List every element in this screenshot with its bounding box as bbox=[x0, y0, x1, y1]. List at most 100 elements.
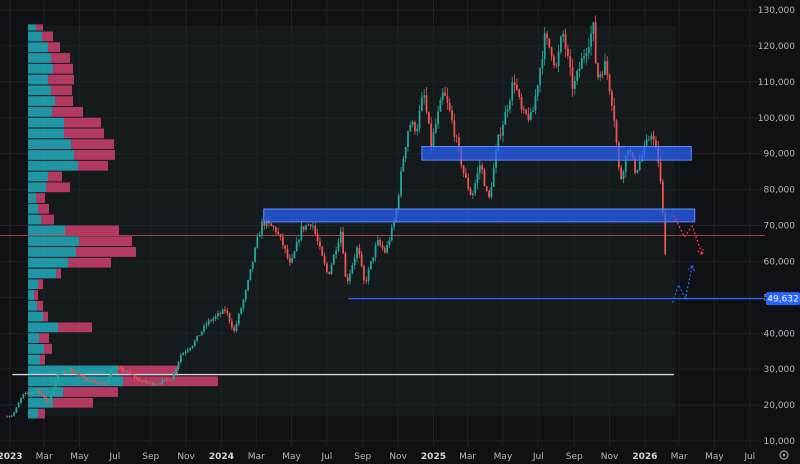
candle-body bbox=[110, 370, 113, 378]
candle-body bbox=[511, 82, 514, 101]
candle-body bbox=[247, 280, 249, 291]
candle-body bbox=[94, 382, 97, 383]
candle-body bbox=[578, 68, 581, 71]
candle-body bbox=[335, 250, 338, 255]
candle-body bbox=[235, 323, 238, 331]
candle-body bbox=[332, 254, 335, 265]
candle-body bbox=[210, 320, 212, 322]
y-tick-label: 100,000 bbox=[758, 114, 795, 124]
candle-body bbox=[330, 264, 333, 275]
candle-body bbox=[219, 313, 222, 315]
candlesticks bbox=[6, 15, 667, 418]
bullish-projection[interactable] bbox=[672, 264, 694, 303]
x-tick-label: 2024 bbox=[209, 452, 234, 462]
candle-body bbox=[370, 261, 372, 270]
candle-body bbox=[316, 233, 319, 242]
bullish-projection-arrowhead bbox=[688, 263, 695, 271]
candle-body bbox=[295, 241, 298, 252]
candle-body bbox=[490, 186, 493, 198]
candle-body bbox=[286, 248, 289, 258]
profile-bar-up bbox=[28, 63, 53, 74]
candle-body bbox=[555, 65, 558, 66]
candle-body bbox=[383, 248, 386, 253]
candle-body bbox=[242, 299, 245, 309]
candle-body bbox=[156, 383, 159, 385]
candle-body bbox=[101, 383, 104, 385]
candle-body bbox=[36, 389, 39, 391]
profile-bar-up bbox=[28, 128, 64, 139]
candle-body bbox=[451, 110, 453, 121]
resistance-zone-upper[interactable] bbox=[421, 145, 692, 161]
x-tick-label: Nov bbox=[389, 452, 407, 462]
profile-bar-down bbox=[52, 106, 83, 117]
candle-body bbox=[196, 335, 199, 341]
candle-body bbox=[455, 136, 458, 138]
candle-body bbox=[624, 155, 627, 172]
profile-bar-down bbox=[38, 408, 45, 419]
bearish-projection[interactable] bbox=[673, 215, 703, 256]
candle-body bbox=[291, 258, 294, 263]
candle-body bbox=[47, 401, 50, 403]
candle-body bbox=[305, 225, 307, 230]
x-tick-label: May bbox=[282, 452, 301, 462]
candle-body bbox=[131, 373, 134, 376]
candle-body bbox=[186, 349, 189, 352]
profile-bar-down bbox=[46, 182, 70, 193]
profile-bar-down bbox=[56, 268, 61, 279]
candle-body bbox=[224, 309, 226, 312]
y-tick-label: 120,000 bbox=[758, 42, 795, 52]
profile-bar-up bbox=[28, 85, 51, 96]
candle-body bbox=[149, 382, 152, 384]
candle-body bbox=[423, 95, 426, 98]
candle-body bbox=[319, 241, 321, 247]
profile-bar-down bbox=[51, 85, 72, 96]
y-tick-label: 20,000 bbox=[764, 401, 796, 411]
candle-body bbox=[71, 368, 73, 373]
y-tick-label: 110,000 bbox=[758, 78, 795, 88]
candle-body bbox=[434, 124, 437, 133]
profile-bar-down bbox=[64, 128, 104, 139]
y-tick-label: 80,000 bbox=[764, 186, 796, 196]
candle-body bbox=[54, 380, 57, 388]
candle-body bbox=[620, 167, 623, 179]
candle-body bbox=[89, 379, 92, 382]
candle-body bbox=[82, 375, 85, 377]
candle-body bbox=[272, 226, 275, 228]
candle-body bbox=[661, 181, 664, 213]
candle-body bbox=[126, 371, 129, 373]
candle-body bbox=[203, 325, 205, 332]
candle-body bbox=[31, 391, 34, 393]
candle-body bbox=[321, 246, 324, 256]
candle-body bbox=[328, 271, 331, 275]
x-tick-label: Sep bbox=[354, 452, 371, 462]
y-tick-label: 130,000 bbox=[758, 6, 795, 16]
candle-body bbox=[430, 123, 433, 147]
candle-body bbox=[525, 109, 528, 114]
candle-body bbox=[471, 193, 474, 196]
candle-body bbox=[193, 340, 196, 346]
candle-body bbox=[576, 70, 579, 81]
projections bbox=[672, 215, 704, 303]
candle-body bbox=[182, 353, 185, 356]
x-tick-label: Mar bbox=[459, 452, 476, 462]
candle-body bbox=[13, 412, 15, 416]
profile-bar-up bbox=[28, 31, 42, 42]
candle-body bbox=[604, 61, 606, 75]
profile-bar-down bbox=[118, 365, 178, 376]
candle-body bbox=[474, 183, 477, 194]
profile-bar-up bbox=[28, 333, 39, 344]
candle-body bbox=[652, 135, 655, 141]
candle-body bbox=[17, 402, 20, 408]
candle-body bbox=[409, 124, 412, 132]
price-badges: 49,632 bbox=[766, 292, 800, 306]
candle-body bbox=[379, 239, 382, 246]
settings-gear-icon[interactable] bbox=[779, 450, 789, 460]
candle-body bbox=[376, 239, 379, 246]
bearish-projection-arrowhead bbox=[697, 248, 704, 257]
candle-body bbox=[117, 367, 120, 369]
x-tick-label: Sep bbox=[142, 452, 159, 462]
x-tick-label: Nov bbox=[601, 452, 619, 462]
resistance-zone-lower[interactable] bbox=[263, 208, 696, 223]
profile-bar-down bbox=[65, 225, 119, 236]
